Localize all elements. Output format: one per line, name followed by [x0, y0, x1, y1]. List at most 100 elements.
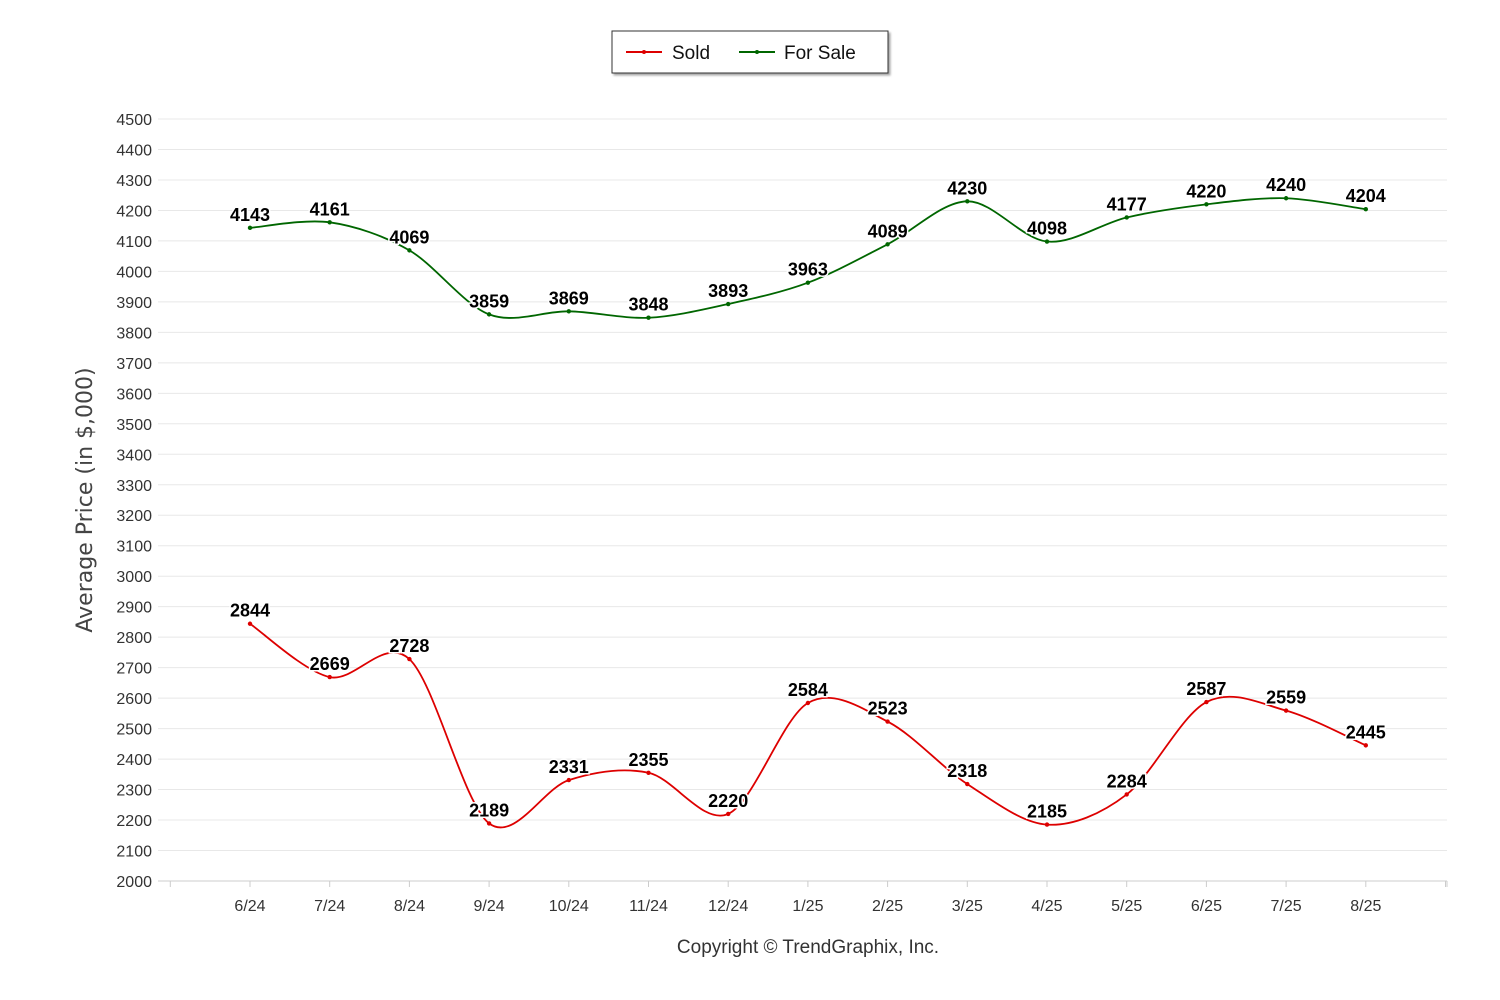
data-label-sold: 2284	[1107, 771, 1147, 791]
data-point-for-sale[interactable]	[726, 301, 731, 307]
y-tick-label: 3600	[116, 386, 152, 403]
data-label-sold: 2844	[230, 601, 270, 621]
x-tick-label: 8/24	[394, 898, 425, 915]
data-point-sold[interactable]	[885, 719, 890, 724]
data-label-sold: 2185	[1027, 802, 1067, 822]
data-point-sold[interactable]	[247, 621, 253, 626]
y-tick-label: 4400	[116, 142, 152, 159]
y-tick-label: 2600	[116, 691, 152, 708]
data-point-sold[interactable]	[965, 781, 970, 787]
data-point-for-sale[interactable]	[247, 225, 253, 231]
y-tick-label: 3500	[116, 417, 152, 434]
data-label-for-sale: 4098	[1027, 219, 1067, 239]
data-point-for-sale[interactable]	[486, 312, 492, 317]
legend-sold-marker	[642, 50, 646, 54]
y-tick-label: 4300	[116, 173, 152, 190]
data-point-sold[interactable]	[486, 821, 492, 826]
data-labels: 2844 2669 2728 2189 2331 2355 2220 2584 2523 2318…	[228, 174, 1387, 823]
y-tick-label: 3700	[116, 356, 152, 373]
y-tick-label: 4500	[116, 112, 152, 129]
x-tick-label: 6/24	[234, 898, 265, 915]
copyright-credit: Copyright © TrendGraphix, Inc.	[677, 937, 939, 958]
data-label-sold: 2331	[549, 757, 589, 777]
series-line-for-sale	[249, 197, 1366, 319]
data-label-sold: 2220	[708, 791, 748, 811]
y-tick-label: 2400	[116, 752, 152, 769]
legend-for-sale-label: For Sale	[784, 43, 856, 64]
y-tick-label: 2800	[116, 630, 152, 647]
data-label-for-sale: 4161	[310, 199, 350, 219]
data-label-sold: 2587	[1186, 679, 1226, 699]
data-label-for-sale: 4089	[868, 221, 908, 241]
x-tick-label: 7/25	[1271, 898, 1302, 915]
y-tick-label: 2900	[116, 600, 152, 617]
data-point-sold[interactable]	[1124, 792, 1129, 797]
x-tick-label: 10/24	[549, 898, 589, 915]
data-label-for-sale: 4230	[947, 178, 987, 198]
data-point-sold[interactable]	[566, 777, 571, 783]
x-axis: 6/24 7/24 8/24 9/24 10/24 11/24 12/24 1/25 2/25 3…	[158, 880, 1448, 915]
y-tick-label: 2000	[116, 874, 152, 891]
y-tick-label: 3000	[116, 569, 152, 586]
y-tick-label: 3800	[116, 325, 152, 342]
data-point-sold[interactable]	[646, 770, 651, 775]
y-tick-label: 4200	[116, 203, 152, 220]
data-point-for-sale[interactable]	[1044, 239, 1050, 244]
data-point-for-sale[interactable]	[566, 309, 571, 314]
data-point-for-sale[interactable]	[1124, 215, 1129, 220]
y-tick-label: 3400	[116, 447, 152, 464]
x-tick-label: 9/24	[474, 898, 505, 915]
y-tick-label: 3900	[116, 295, 152, 312]
y-tick-label: 4100	[116, 234, 152, 251]
legend-item-sold[interactable]: Sold	[626, 43, 710, 64]
data-point-sold[interactable]	[407, 656, 412, 662]
legend-item-for-sale[interactable]: For Sale	[739, 43, 856, 64]
data-point-sold[interactable]	[805, 700, 811, 706]
x-tick-label: 2/25	[872, 898, 903, 915]
data-point-sold[interactable]	[726, 811, 731, 817]
legend[interactable]: Sold For Sale	[611, 30, 889, 74]
data-point-for-sale[interactable]	[965, 199, 970, 204]
data-label-sold: 2318	[947, 761, 987, 781]
x-tick-label: 8/25	[1350, 898, 1381, 915]
data-point-for-sale[interactable]	[1363, 207, 1369, 212]
x-tick-label: 6/25	[1191, 898, 1222, 915]
data-label-sold: 2523	[868, 699, 908, 719]
data-point-sold[interactable]	[327, 674, 332, 680]
data-point-sold[interactable]	[1044, 822, 1050, 827]
data-point-for-sale[interactable]	[1204, 202, 1209, 207]
y-tick-label: 2500	[116, 722, 152, 739]
data-point-for-sale[interactable]	[805, 280, 811, 285]
x-tick-label: 11/24	[629, 898, 668, 915]
y-tick-label: 2100	[116, 844, 152, 861]
data-point-sold[interactable]	[1283, 708, 1289, 713]
data-label-for-sale: 4143	[230, 205, 270, 225]
data-label-sold: 2728	[389, 636, 429, 656]
y-tick-label: 2700	[116, 661, 152, 678]
data-point-for-sale[interactable]	[327, 220, 332, 225]
data-point-for-sale[interactable]	[1283, 196, 1289, 201]
data-label-sold: 2584	[788, 680, 828, 700]
data-label-for-sale: 4204	[1346, 186, 1386, 206]
x-tick-label: 4/25	[1031, 898, 1062, 915]
data-label-for-sale: 4069	[389, 227, 429, 247]
x-tick-label: 1/25	[792, 898, 823, 915]
data-label-for-sale: 3869	[549, 288, 589, 308]
x-tick-label: 3/25	[952, 898, 983, 915]
data-point-sold[interactable]	[1204, 699, 1209, 705]
data-point-sold[interactable]	[1363, 743, 1369, 748]
grid-lines	[158, 118, 1447, 882]
data-label-for-sale: 3963	[788, 260, 828, 280]
legend-sold-label: Sold	[672, 43, 710, 64]
data-point-for-sale[interactable]	[885, 242, 890, 247]
y-axis-label: Average Price (in $,000)	[73, 367, 98, 632]
data-label-sold: 2189	[469, 800, 509, 820]
x-tick-label: 7/24	[314, 898, 345, 915]
data-label-sold: 2559	[1266, 688, 1306, 708]
legend-for-sale-marker	[755, 50, 759, 54]
data-point-for-sale[interactable]	[646, 315, 651, 320]
y-tick-label: 3200	[116, 508, 152, 525]
series-layer	[247, 196, 1369, 829]
data-point-for-sale[interactable]	[407, 248, 412, 253]
